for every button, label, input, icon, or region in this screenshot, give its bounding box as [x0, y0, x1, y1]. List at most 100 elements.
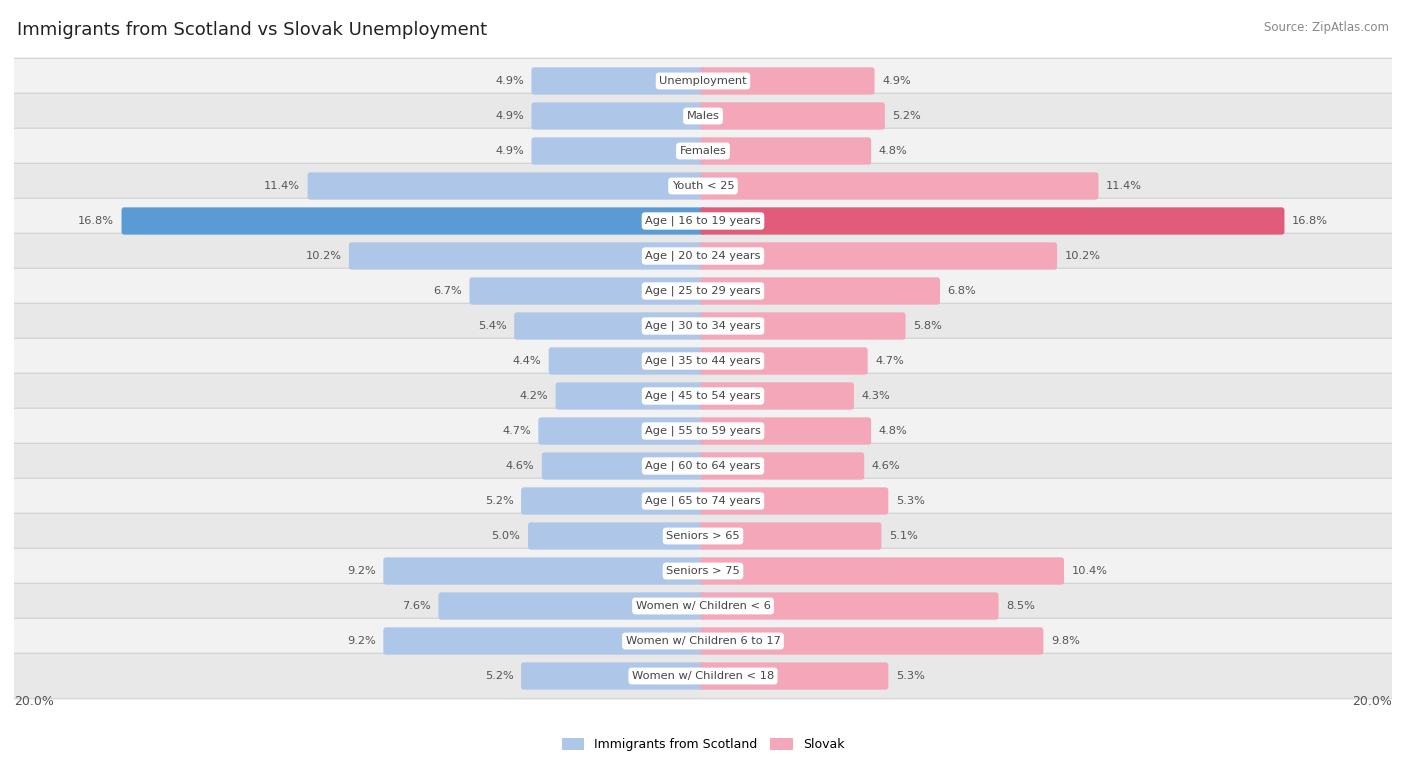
FancyBboxPatch shape [531, 102, 706, 129]
FancyBboxPatch shape [6, 408, 1400, 453]
FancyBboxPatch shape [531, 67, 706, 95]
Text: 4.9%: 4.9% [495, 76, 524, 86]
Text: 5.3%: 5.3% [896, 496, 925, 506]
Text: Males: Males [686, 111, 720, 121]
Text: 5.8%: 5.8% [912, 321, 942, 331]
FancyBboxPatch shape [6, 304, 1400, 349]
Text: 4.9%: 4.9% [882, 76, 911, 86]
Legend: Immigrants from Scotland, Slovak: Immigrants from Scotland, Slovak [557, 734, 849, 756]
Text: Age | 20 to 24 years: Age | 20 to 24 years [645, 251, 761, 261]
FancyBboxPatch shape [700, 488, 889, 515]
FancyBboxPatch shape [522, 488, 706, 515]
FancyBboxPatch shape [700, 417, 872, 444]
FancyBboxPatch shape [700, 277, 941, 304]
Text: 9.2%: 9.2% [347, 636, 375, 646]
Text: 4.7%: 4.7% [502, 426, 531, 436]
FancyBboxPatch shape [700, 207, 1285, 235]
FancyBboxPatch shape [6, 653, 1400, 699]
FancyBboxPatch shape [470, 277, 706, 304]
Text: Age | 35 to 44 years: Age | 35 to 44 years [645, 356, 761, 366]
Text: Age | 55 to 59 years: Age | 55 to 59 years [645, 425, 761, 436]
Text: 5.2%: 5.2% [485, 496, 513, 506]
FancyBboxPatch shape [700, 137, 872, 164]
FancyBboxPatch shape [308, 173, 706, 200]
FancyBboxPatch shape [515, 313, 706, 340]
Text: Women w/ Children 6 to 17: Women w/ Children 6 to 17 [626, 636, 780, 646]
FancyBboxPatch shape [700, 67, 875, 95]
FancyBboxPatch shape [548, 347, 706, 375]
FancyBboxPatch shape [700, 628, 1043, 655]
FancyBboxPatch shape [700, 522, 882, 550]
Text: 4.6%: 4.6% [872, 461, 900, 471]
FancyBboxPatch shape [700, 242, 1057, 269]
FancyBboxPatch shape [700, 453, 865, 480]
FancyBboxPatch shape [555, 382, 706, 410]
Text: Age | 60 to 64 years: Age | 60 to 64 years [645, 461, 761, 472]
FancyBboxPatch shape [6, 618, 1400, 664]
Text: Unemployment: Unemployment [659, 76, 747, 86]
FancyBboxPatch shape [384, 557, 706, 584]
Text: 4.4%: 4.4% [512, 356, 541, 366]
FancyBboxPatch shape [6, 58, 1400, 104]
FancyBboxPatch shape [700, 313, 905, 340]
Text: 16.8%: 16.8% [77, 216, 114, 226]
Text: 9.2%: 9.2% [347, 566, 375, 576]
Text: 11.4%: 11.4% [1107, 181, 1142, 191]
FancyBboxPatch shape [6, 478, 1400, 524]
FancyBboxPatch shape [6, 233, 1400, 279]
FancyBboxPatch shape [6, 583, 1400, 629]
Text: 5.2%: 5.2% [485, 671, 513, 681]
Text: Age | 65 to 74 years: Age | 65 to 74 years [645, 496, 761, 506]
FancyBboxPatch shape [700, 662, 889, 690]
FancyBboxPatch shape [6, 548, 1400, 593]
FancyBboxPatch shape [6, 198, 1400, 244]
FancyBboxPatch shape [6, 444, 1400, 489]
Text: 9.8%: 9.8% [1050, 636, 1080, 646]
FancyBboxPatch shape [700, 382, 853, 410]
FancyBboxPatch shape [6, 93, 1400, 139]
FancyBboxPatch shape [384, 628, 706, 655]
Text: 10.2%: 10.2% [1064, 251, 1101, 261]
Text: Age | 45 to 54 years: Age | 45 to 54 years [645, 391, 761, 401]
Text: 20.0%: 20.0% [14, 695, 53, 708]
Text: 4.7%: 4.7% [875, 356, 904, 366]
FancyBboxPatch shape [541, 453, 706, 480]
FancyBboxPatch shape [6, 268, 1400, 313]
Text: 16.8%: 16.8% [1292, 216, 1329, 226]
FancyBboxPatch shape [6, 128, 1400, 174]
Text: 6.8%: 6.8% [948, 286, 976, 296]
Text: 20.0%: 20.0% [1353, 695, 1392, 708]
Text: 4.9%: 4.9% [495, 146, 524, 156]
Text: 11.4%: 11.4% [264, 181, 299, 191]
Text: 6.7%: 6.7% [433, 286, 461, 296]
FancyBboxPatch shape [6, 338, 1400, 384]
FancyBboxPatch shape [700, 593, 998, 620]
Text: 8.5%: 8.5% [1007, 601, 1035, 611]
Text: Women w/ Children < 18: Women w/ Children < 18 [631, 671, 775, 681]
Text: Immigrants from Scotland vs Slovak Unemployment: Immigrants from Scotland vs Slovak Unemp… [17, 21, 486, 39]
Text: 4.2%: 4.2% [519, 391, 548, 401]
FancyBboxPatch shape [6, 373, 1400, 419]
FancyBboxPatch shape [522, 662, 706, 690]
Text: 10.4%: 10.4% [1071, 566, 1108, 576]
Text: Age | 16 to 19 years: Age | 16 to 19 years [645, 216, 761, 226]
Text: Females: Females [679, 146, 727, 156]
Text: 5.1%: 5.1% [889, 531, 918, 541]
Text: 4.9%: 4.9% [495, 111, 524, 121]
FancyBboxPatch shape [349, 242, 706, 269]
FancyBboxPatch shape [700, 102, 884, 129]
FancyBboxPatch shape [700, 347, 868, 375]
FancyBboxPatch shape [538, 417, 706, 444]
FancyBboxPatch shape [531, 137, 706, 164]
FancyBboxPatch shape [6, 513, 1400, 559]
Text: Women w/ Children < 6: Women w/ Children < 6 [636, 601, 770, 611]
Text: Age | 25 to 29 years: Age | 25 to 29 years [645, 285, 761, 296]
Text: 5.0%: 5.0% [492, 531, 520, 541]
Text: 4.6%: 4.6% [506, 461, 534, 471]
Text: Seniors > 75: Seniors > 75 [666, 566, 740, 576]
FancyBboxPatch shape [6, 164, 1400, 209]
Text: 5.3%: 5.3% [896, 671, 925, 681]
Text: 5.2%: 5.2% [893, 111, 921, 121]
FancyBboxPatch shape [700, 557, 1064, 584]
FancyBboxPatch shape [700, 173, 1098, 200]
